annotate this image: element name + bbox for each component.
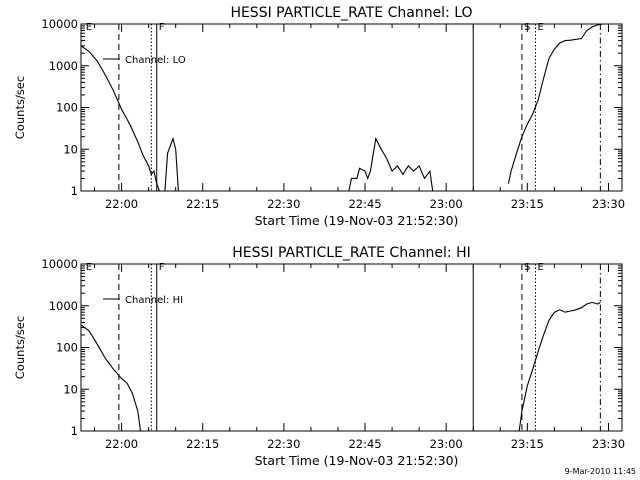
- hi-x-tick-label: 23:00: [430, 437, 463, 451]
- lo-y-axis-label: Counts/sec: [13, 76, 27, 139]
- lo-x-axis-label: Start Time (19-Nov-03 21:52:30): [255, 213, 459, 228]
- hi-marker-label: F: [159, 262, 165, 273]
- lo-y-tick-label: 1000: [49, 59, 78, 73]
- hi-series-line-segment-1: [81, 324, 142, 431]
- lo-y-tick-label: 1: [71, 184, 78, 198]
- hi-series-group: [81, 301, 601, 431]
- lo-plot-frame: [80, 23, 623, 192]
- lo-x-tick-label: 22:15: [186, 197, 219, 211]
- hi-marker-label: E: [86, 262, 92, 273]
- lo-marker-label: F: [159, 22, 165, 33]
- hi-plot-frame: [80, 263, 623, 432]
- hi-x-tick-label: 22:30: [267, 437, 300, 451]
- lo-x-tick-label: 22:30: [267, 197, 300, 211]
- hi-series-line-segment-2: [518, 301, 601, 431]
- footer-timestamp: 9-Mar-2010 11:45: [565, 467, 636, 476]
- hi-channel-panel: HESSI PARTICLE_RATE Channel: HI 1 10 100 100…: [13, 245, 625, 468]
- hi-x-tick-label: 23:15: [511, 437, 544, 451]
- hi-x-tick-label: 22:15: [186, 437, 219, 451]
- lo-marker-label: E: [537, 22, 543, 33]
- lo-x-tick-label: 22:00: [105, 197, 138, 211]
- lo-series-line-segment-4: [507, 24, 604, 184]
- hi-marker-label: S: [524, 262, 530, 273]
- hi-y-tick-label: 1000: [49, 299, 78, 313]
- hi-legend-label: Channel: HI: [125, 295, 183, 306]
- hi-chart-title: HESSI PARTICLE_RATE Channel: HI: [232, 245, 470, 261]
- lo-y-tick-label: 100: [56, 101, 78, 115]
- lo-channel-panel: HESSI PARTICLE_RATE Channel: LO 1 10 100 100…: [13, 5, 625, 228]
- hi-y-tick-label: 10: [63, 382, 78, 396]
- hi-x-axis-label: Start Time (19-Nov-03 21:52:30): [255, 453, 459, 468]
- lo-legend-label: Channel: LO: [125, 55, 186, 66]
- lo-marker-label: E: [86, 22, 92, 33]
- hi-x-tick-label: 22:45: [348, 437, 381, 451]
- lo-series-group: [81, 24, 604, 191]
- hi-y-axis-label: Counts/sec: [13, 316, 27, 379]
- hi-x-tick-label: 23:30: [592, 437, 625, 451]
- lo-series-line-segment-2: [164, 136, 179, 191]
- hi-marker-label: E: [537, 262, 543, 273]
- lo-marker-label: S: [524, 22, 530, 33]
- lo-y-tick-label: 10: [63, 142, 78, 156]
- lo-x-tick-label: 22:45: [348, 197, 381, 211]
- lo-chart-title: HESSI PARTICLE_RATE Channel: LO: [230, 5, 472, 21]
- lo-series-line-segment-3: [348, 136, 434, 191]
- hi-y-tick-label: 10000: [41, 257, 78, 271]
- lo-y-tick-label: 10000: [41, 17, 78, 31]
- hi-y-tick-label: 1: [71, 424, 78, 438]
- lo-x-tick-label: 23:15: [511, 197, 544, 211]
- hi-y-tick-label: 100: [56, 341, 78, 355]
- hi-x-tick-label: 22:00: [105, 437, 138, 451]
- lo-x-tick-label: 23:00: [430, 197, 463, 211]
- lo-x-tick-label: 23:30: [592, 197, 625, 211]
- lo-series-line-segment-1: [81, 45, 160, 191]
